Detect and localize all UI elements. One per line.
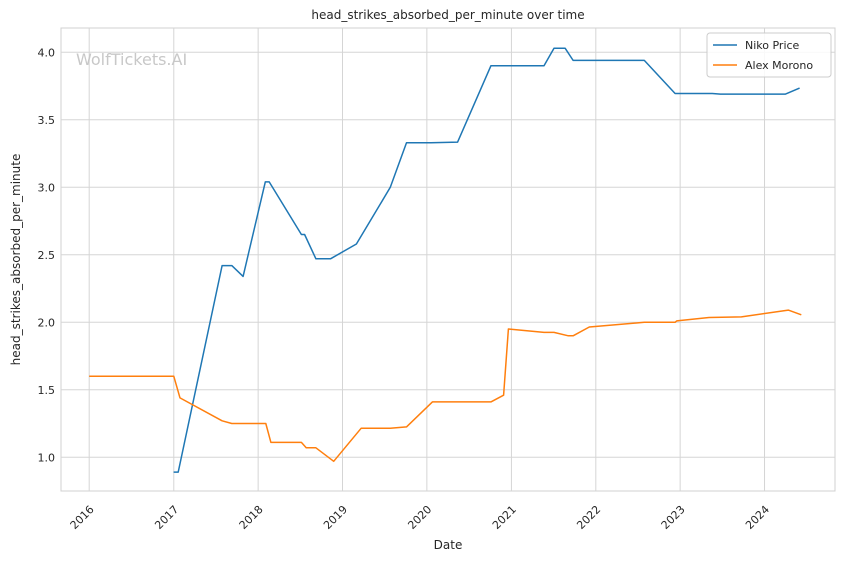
chart-title: head_strikes_absorbed_per_minute over ti… [311,8,584,22]
series-line-0 [173,47,800,473]
y-tick-label: 4.0 [38,46,56,59]
y-tick-label: 2.0 [38,316,56,329]
legend-box [706,32,832,78]
plot-frame [60,27,836,492]
y-tick-label: 1.0 [38,451,56,464]
grid-lines [61,28,835,491]
watermark-text: WolfTickets.AI [76,50,187,69]
y-axis-ticks: 1.0 1.5 2.0 2.5 3.0 3.5 4.0 [38,46,56,464]
legend-label: Niko Price [745,39,800,52]
y-tick-label: 2.5 [38,249,56,262]
series-line-1 [89,309,802,463]
y-axis-label: head_strikes_absorbed_per_minute [9,154,23,366]
y-tick-label: 1.5 [38,384,56,397]
legend-label: Alex Morono [745,59,813,72]
x-axis-label: Date [434,538,463,552]
y-tick-label: 3.5 [38,114,56,127]
legend: Niko Price Alex Morono [706,32,832,78]
y-tick-label: 3.0 [38,181,56,194]
series-lines [89,47,802,473]
plot-area: WolfTickets.AI [60,27,836,492]
